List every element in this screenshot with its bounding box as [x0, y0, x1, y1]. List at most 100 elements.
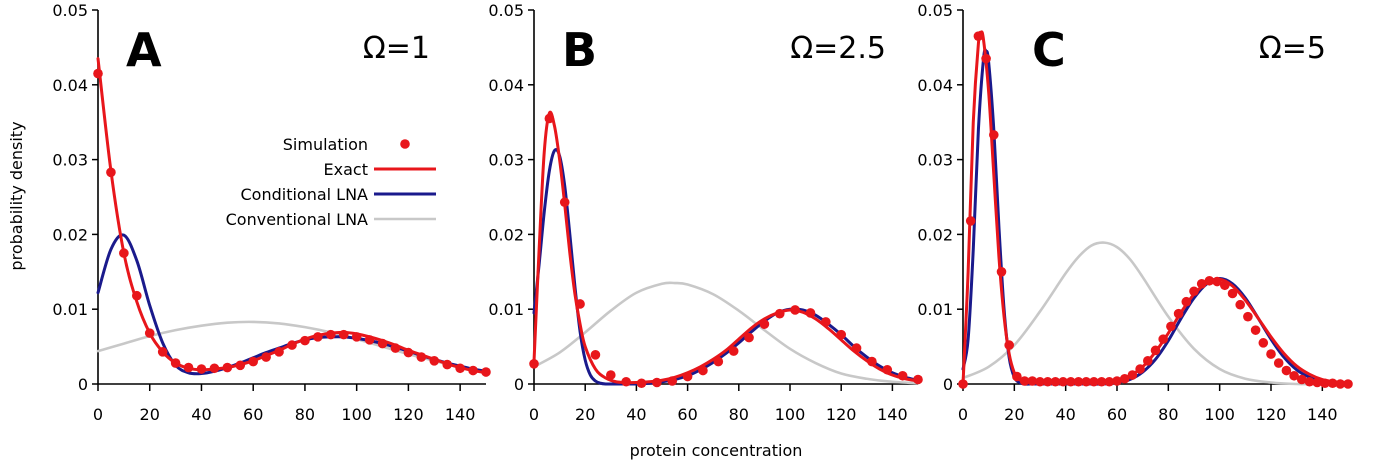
simulation-point — [1266, 349, 1276, 359]
simulation-point — [455, 363, 465, 374]
simulation-point — [836, 329, 846, 340]
simulation-point — [300, 335, 310, 346]
simulation-point — [338, 329, 349, 340]
x-tick-label: 140 — [445, 405, 476, 424]
simulation-point — [759, 319, 770, 329]
x-axis-title: protein concentration — [630, 441, 803, 460]
simulation-point — [481, 367, 491, 377]
panel-letter: C — [1032, 23, 1066, 77]
simulation-point — [1158, 334, 1168, 344]
simulation-point — [1104, 376, 1115, 387]
simulation-point — [682, 371, 693, 382]
x-tick-label: 20 — [140, 405, 160, 424]
x-tick-label: 60 — [243, 405, 263, 424]
legend-label: Conventional LNA — [226, 210, 368, 229]
simulation-point — [1066, 376, 1076, 387]
exact-line — [961, 30, 1350, 386]
simulation-point — [805, 308, 816, 318]
x-tick-label: 40 — [626, 405, 646, 424]
x-tick-label: 20 — [1004, 405, 1024, 424]
y-tick-label: 0.05 — [52, 1, 88, 20]
panel-a: 0 0.01 0.02 0.03 0.04 0.05 0 20 40 60 80 100 120 140 A… — [52, 1, 491, 424]
simulation-point — [1250, 325, 1261, 335]
x-tick-label: 100 — [775, 405, 806, 424]
y-tick-label: 0.03 — [917, 151, 953, 170]
simulation-point — [1189, 286, 1199, 297]
simulation-point — [728, 346, 739, 356]
simulation-point — [1327, 378, 1338, 389]
x-tick-label: 80 — [729, 405, 749, 424]
simulation-point — [989, 130, 999, 140]
simulation-point — [1035, 376, 1045, 387]
y-tick-label: 0.03 — [52, 151, 88, 170]
omega-label: Ω=1 — [363, 31, 430, 66]
simulation-point — [1112, 376, 1122, 386]
panel-letter: A — [126, 23, 162, 77]
simulation-point — [144, 328, 155, 338]
x-tick-label: 140 — [877, 405, 908, 424]
simulation-point — [1150, 345, 1161, 356]
exact-line — [532, 110, 920, 385]
simulation-point — [429, 356, 440, 366]
simulation-point — [1273, 358, 1284, 368]
simulation-point — [1181, 296, 1192, 307]
simulation-point — [958, 379, 968, 389]
simulation-point — [973, 31, 984, 41]
legend-label: Simulation — [283, 135, 368, 154]
panel-c: 0 0.01 0.02 0.03 0.04 0.05 0 20 40 60 80 100 120 140 C… — [917, 1, 1353, 424]
y-tick-label: 0.03 — [488, 151, 524, 170]
conditional-lna-line — [961, 48, 1350, 386]
simulation-point — [248, 356, 258, 367]
simulation-point — [1304, 376, 1315, 387]
simulation-point — [1258, 338, 1269, 348]
legend-label: Conditional LNA — [240, 185, 368, 204]
x-tick-label: 100 — [1204, 405, 1235, 424]
simulation-point — [897, 370, 908, 381]
simulation-point — [93, 68, 103, 79]
simulation-point — [1042, 376, 1053, 387]
y-axis-title: probability density — [7, 121, 26, 270]
simulation-point — [119, 248, 129, 258]
simulation-point — [157, 347, 168, 357]
simulation-point — [1019, 376, 1030, 386]
simulation-point — [1089, 376, 1099, 387]
simulation-point — [351, 332, 362, 342]
simulation-point — [403, 347, 414, 358]
conventional-lna-line — [961, 241, 1350, 386]
simulation-point — [196, 364, 207, 374]
y-tick-label: 0.01 — [52, 300, 88, 319]
simulation-point — [235, 360, 246, 371]
x-tick-label: 0 — [958, 405, 968, 424]
x-tick-label: 40 — [191, 405, 211, 424]
y-tick-label: 0.02 — [488, 225, 524, 244]
simulation-point — [913, 374, 923, 385]
simulation-point — [882, 364, 893, 375]
simulation-point — [1281, 365, 1292, 376]
simulation-point — [326, 329, 336, 340]
legend-label: Exact — [324, 160, 368, 179]
conventional-lna-line — [532, 281, 920, 385]
simulation-point — [170, 358, 181, 368]
simulation-point — [559, 197, 570, 208]
simulation-point — [713, 356, 724, 367]
x-tick-label: 120 — [393, 405, 424, 424]
simulation-point — [1096, 376, 1107, 387]
x-tick-label: 40 — [1055, 405, 1075, 424]
simulation-point — [867, 356, 877, 367]
simulation-point — [1312, 377, 1322, 388]
simulation-point — [981, 53, 991, 64]
simulation-point — [590, 350, 601, 360]
simulation-point — [1127, 370, 1138, 380]
x-tick-label: 100 — [341, 405, 372, 424]
simulation-point — [313, 332, 323, 342]
simulation-point — [1143, 356, 1153, 366]
simulation-point — [1166, 321, 1176, 332]
y-tick-label: 0.02 — [52, 225, 88, 244]
y-tick-label: 0 — [78, 375, 88, 394]
y-tick-label: 0.01 — [917, 300, 953, 319]
panel-letter: B — [562, 23, 597, 77]
x-tick-label: 20 — [575, 405, 595, 424]
y-tick-label: 0.04 — [917, 76, 953, 95]
y-tick-label: 0.04 — [488, 76, 524, 95]
simulation-point — [996, 267, 1007, 277]
